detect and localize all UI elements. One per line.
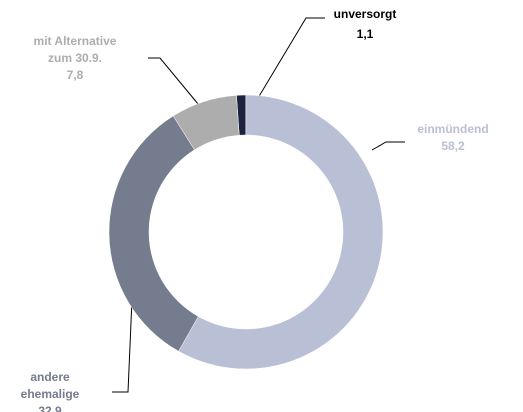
value-label: 58,2 xyxy=(441,139,465,153)
category-label: zum 30.9. xyxy=(48,51,102,65)
category-label: unversorgt xyxy=(334,7,397,21)
leader-line xyxy=(148,57,209,117)
donut-segment xyxy=(108,115,199,352)
leader-line xyxy=(371,141,405,151)
donut-segment xyxy=(178,94,384,370)
category-label: andere xyxy=(30,370,70,384)
category-label: mit Alternative xyxy=(34,34,117,48)
value-label: 1,1 xyxy=(357,27,374,41)
category-label: einmündend xyxy=(417,122,488,136)
donut-segment xyxy=(172,95,240,151)
category-label: ehemalige xyxy=(21,387,80,401)
value-label: 7,8 xyxy=(67,68,84,82)
leader-line xyxy=(245,17,325,119)
value-label: 32,9 xyxy=(38,404,62,412)
